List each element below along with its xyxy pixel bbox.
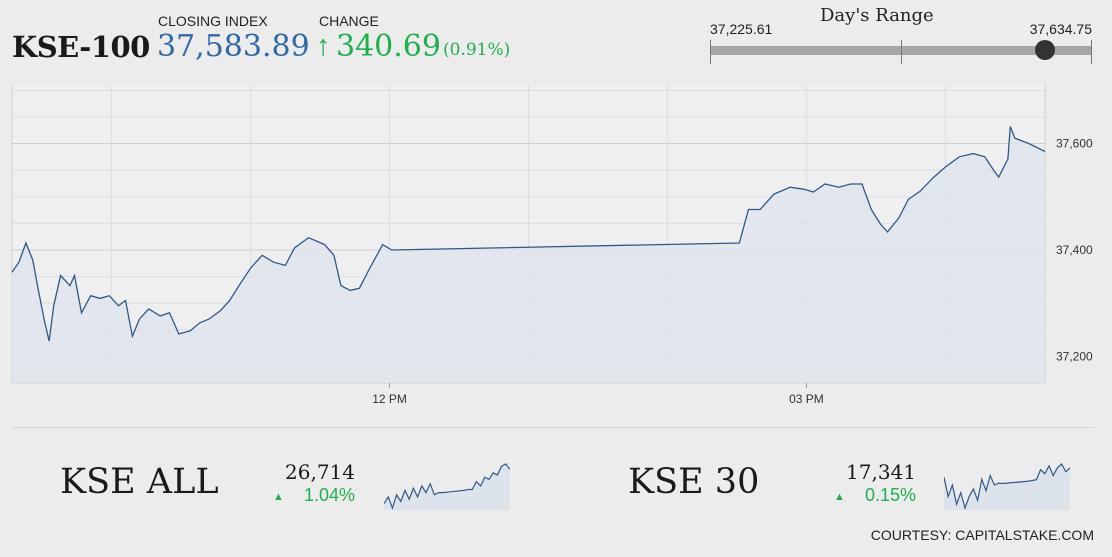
closing-index-value: 37,583.89 — [157, 29, 310, 64]
index-title: KSE-100 — [12, 30, 150, 64]
courtesy-text: COURTESY: CAPITALSTAKE.COM — [870, 527, 1094, 543]
days-range-low: 37,225.61 — [710, 21, 773, 37]
change-value: 340.69 — [336, 29, 441, 64]
sparkline-area — [384, 464, 510, 510]
change-percent: (0.91%) — [443, 40, 511, 60]
days-range-high: 37,634.75 — [1029, 21, 1092, 37]
sparkline-line — [944, 463, 1070, 510]
range-tick — [901, 40, 902, 64]
x-tick-label: 03 PM — [789, 392, 824, 406]
sub-index-value: 26,714 — [285, 460, 355, 484]
change-label: CHANGE — [319, 13, 379, 29]
sub-index-change: 0.15% — [864, 485, 916, 505]
y-tick-label: 37,200 — [1056, 349, 1093, 363]
divider — [12, 427, 1094, 428]
y-tick-label: 37,600 — [1056, 137, 1093, 151]
up-triangle-icon: ▲ — [273, 491, 284, 503]
x-tick-label: 12 PM — [372, 392, 407, 406]
sub-index-value: 17,341 — [846, 460, 916, 484]
intraday-chart: 37,200 37,400 37,600 12 PM 03 PM — [11, 85, 1093, 406]
closing-index-label: CLOSING INDEX — [158, 13, 268, 29]
sub-index-name: KSE ALL — [60, 462, 219, 502]
sub-index-sparkline — [384, 463, 510, 510]
sub-index-change: 1.04% — [303, 485, 355, 505]
up-arrow-icon: ↑ — [316, 30, 331, 62]
sparkline-line — [384, 463, 510, 510]
days-range-title: Day's Range — [820, 5, 934, 26]
sub-index-name: KSE 30 — [628, 462, 760, 502]
range-tick — [710, 40, 711, 64]
up-triangle-icon: ▲ — [834, 491, 845, 503]
range-tick — [1091, 40, 1092, 64]
sub-index-sparkline — [944, 463, 1070, 510]
y-tick-label: 37,400 — [1056, 243, 1093, 257]
series-area — [12, 126, 1045, 383]
series-line — [11, 126, 1046, 342]
days-range-marker — [1034, 40, 1055, 60]
